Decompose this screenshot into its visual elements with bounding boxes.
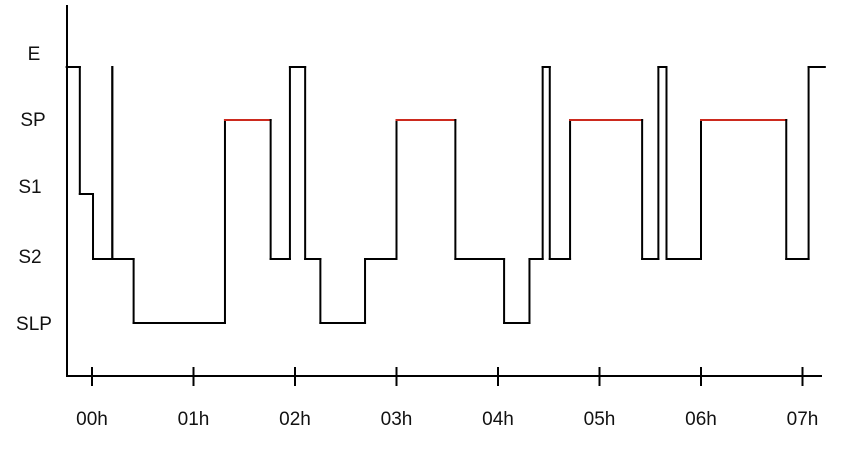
x-tick-label-00h: 00h (76, 409, 108, 430)
axes (66, 5, 822, 377)
x-tick-label-02h: 02h (279, 409, 311, 430)
x-tick-label-05h: 05h (584, 409, 616, 430)
x-tick-labels: 00h 01h 02h 03h 04h 05h 06h 07h (76, 409, 818, 430)
x-tick-label-03h: 03h (381, 409, 413, 430)
x-tick-label-06h: 06h (685, 409, 717, 430)
y-tick-label-e: E (28, 44, 41, 65)
y-tick-label-s2: S2 (18, 247, 41, 268)
y-tick-label-slp: SLP (16, 314, 52, 335)
x-ticks (91, 367, 804, 386)
x-tick-label-07h: 07h (787, 409, 819, 430)
x-tick-label-01h: 01h (178, 409, 210, 430)
series-layer (65, 66, 826, 324)
y-tick-label-sp: SP (20, 110, 45, 131)
y-tick-label-s1: S1 (18, 177, 41, 198)
y-tick-labels: E SP S1 S2 SLP (16, 44, 52, 335)
x-tick-label-04h: 04h (482, 409, 514, 430)
